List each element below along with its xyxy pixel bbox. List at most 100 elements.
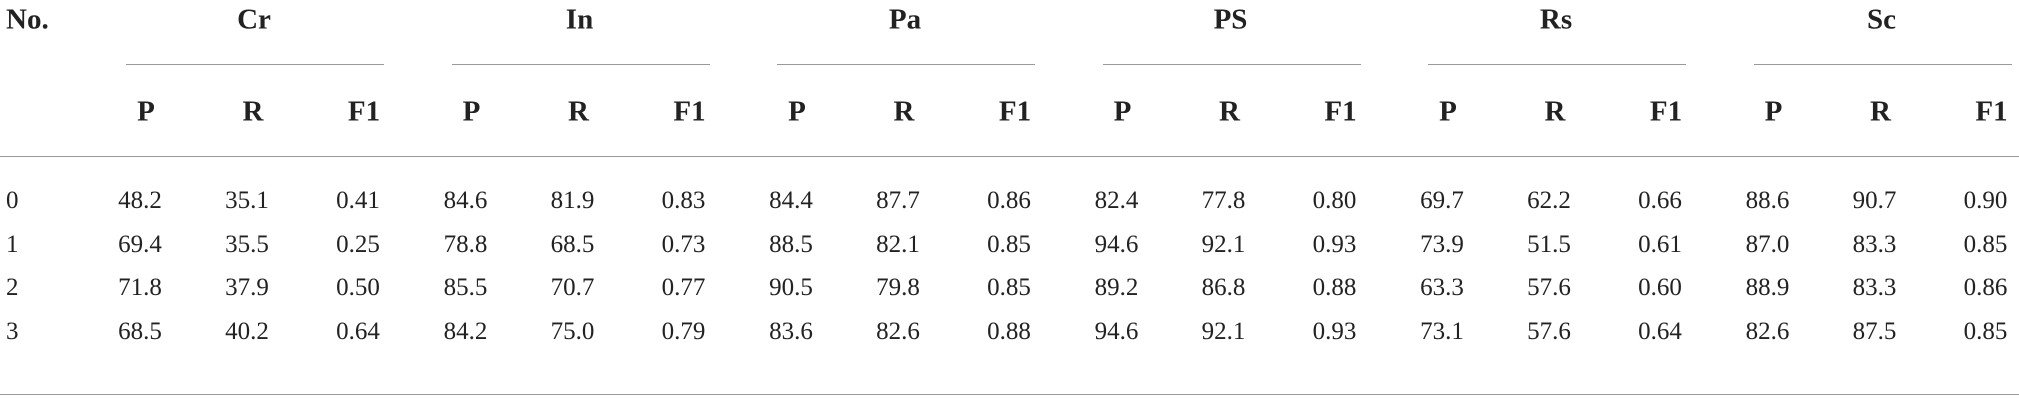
- cell: 88.9: [1745, 274, 1790, 301]
- cell: 0.85: [1963, 231, 2008, 258]
- cell: 0.90: [1963, 187, 2008, 214]
- cell: 87.7: [876, 187, 920, 214]
- column-header: F1: [1324, 95, 1357, 128]
- cell: 0.79: [661, 318, 706, 345]
- cell: 79.8: [876, 274, 920, 301]
- cell: 86.8: [1201, 274, 1246, 301]
- cell: 92.1: [1201, 231, 1246, 258]
- cell: 88.5: [769, 231, 813, 258]
- cell: 70.7: [550, 274, 595, 301]
- cell: 0.61: [1638, 231, 1682, 258]
- column-header: F1: [673, 95, 706, 128]
- row-label: 3: [6, 318, 19, 345]
- cell: 83.3: [1852, 231, 1897, 258]
- column-header: R: [1870, 95, 1891, 128]
- column-header: F1: [347, 95, 381, 128]
- cell: 68.5: [550, 231, 595, 258]
- cell: 87.0: [1745, 231, 1790, 258]
- cell: 83.3: [1852, 274, 1897, 301]
- cell: 40.2: [225, 318, 269, 345]
- cell: 57.6: [1527, 318, 1571, 345]
- cell: 0.85: [987, 231, 1031, 258]
- cell: 0.88: [1312, 274, 1357, 301]
- cell: 0.85: [1963, 318, 2008, 345]
- cell: 69.7: [1420, 187, 1464, 214]
- column-header: R: [242, 95, 264, 128]
- column-header: P: [462, 95, 481, 128]
- cell: 73.9: [1420, 231, 1464, 258]
- cell: 0.60: [1638, 274, 1682, 301]
- rule: [1428, 64, 1686, 65]
- cell: 82.6: [1745, 318, 1790, 345]
- cell: 84.2: [443, 318, 488, 345]
- cell: 94.6: [1094, 231, 1139, 258]
- cell: 82.1: [876, 231, 920, 258]
- cell: 0.73: [661, 231, 706, 258]
- row-label: 0: [6, 187, 19, 214]
- cell: 81.9: [550, 187, 595, 214]
- cell: 0.86: [987, 187, 1031, 214]
- cell: 35.1: [225, 187, 269, 214]
- column-header: P: [1113, 95, 1132, 128]
- cell: 87.5: [1852, 318, 1897, 345]
- column-header: R: [893, 95, 915, 128]
- cell: 0.88: [987, 318, 1031, 345]
- cell: 92.1: [1201, 318, 1246, 345]
- row-label: 2: [6, 274, 19, 301]
- cell: 78.8: [443, 231, 488, 258]
- cell: 82.6: [876, 318, 920, 345]
- cell: 57.6: [1527, 274, 1571, 301]
- group-header: Pa: [888, 3, 922, 36]
- cell: 68.5: [118, 318, 162, 345]
- cell: 62.2: [1527, 187, 1571, 214]
- cell: 69.4: [118, 231, 162, 258]
- cell: 84.4: [769, 187, 813, 214]
- group-header: PS: [1213, 3, 1248, 36]
- cell: 51.5: [1527, 231, 1571, 258]
- cell: 0.50: [336, 274, 380, 301]
- cell: 0.80: [1312, 187, 1357, 214]
- cell: 48.2: [118, 187, 162, 214]
- cell: 0.64: [336, 318, 380, 345]
- rule: [1102, 64, 1361, 65]
- cell: 71.8: [118, 274, 162, 301]
- column-header: R: [1544, 95, 1566, 128]
- column-header: R: [568, 95, 589, 128]
- group-header: In: [565, 3, 594, 36]
- cell: 0.41: [336, 187, 380, 214]
- cell: 82.4: [1094, 187, 1139, 214]
- cell: 0.64: [1638, 318, 1682, 345]
- cell: 88.6: [1745, 187, 1790, 214]
- column-header: P: [1764, 95, 1783, 128]
- rule: [451, 64, 710, 65]
- cell: 89.2: [1094, 274, 1139, 301]
- cell: 90.5: [769, 274, 813, 301]
- column-header: P: [137, 95, 155, 128]
- column-header: R: [1219, 95, 1240, 128]
- group-header: Cr: [237, 3, 271, 36]
- column-header: F1: [1975, 95, 2008, 128]
- group-header: Sc: [1867, 3, 1896, 36]
- cell: 0.85: [987, 274, 1031, 301]
- rule: [777, 64, 1035, 65]
- cell: 0.93: [1312, 318, 1357, 345]
- cell: 35.5: [225, 231, 269, 258]
- rule: [126, 64, 384, 65]
- cell: 37.9: [225, 274, 269, 301]
- cell: 0.93: [1312, 231, 1357, 258]
- cell: 0.66: [1638, 187, 1682, 214]
- cell: 73.1: [1420, 318, 1464, 345]
- cell: 0.83: [661, 187, 706, 214]
- column-header: P: [788, 95, 806, 128]
- rule: [0, 394, 2019, 395]
- cell: 77.8: [1201, 187, 1246, 214]
- rule: [0, 156, 2019, 157]
- column-header: F1: [998, 95, 1032, 128]
- column-header: F1: [1649, 95, 1683, 128]
- cell: 84.6: [443, 187, 488, 214]
- rule: [1753, 64, 2012, 65]
- group-header: Rs: [1539, 3, 1573, 36]
- row-label: 1: [6, 231, 19, 258]
- cell: 83.6: [769, 318, 813, 345]
